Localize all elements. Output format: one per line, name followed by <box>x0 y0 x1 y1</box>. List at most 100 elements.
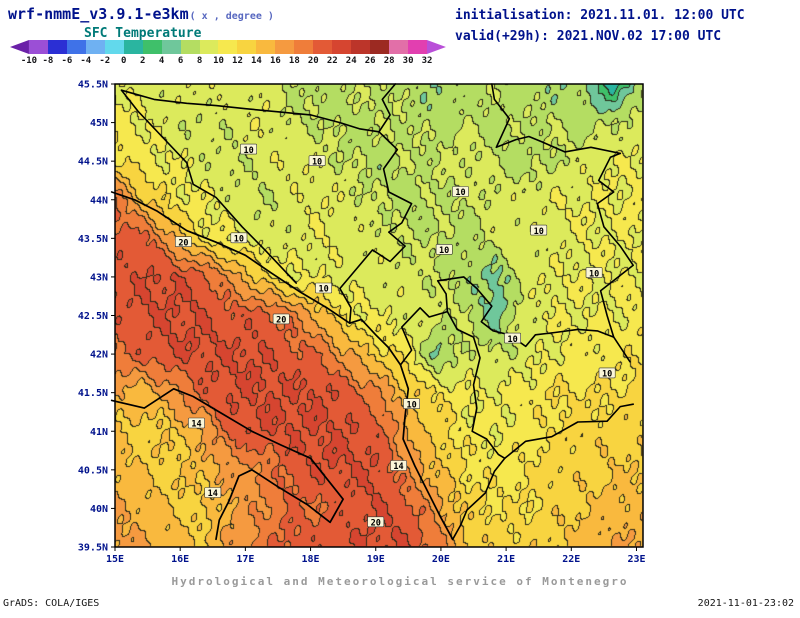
field-title: SFC Temperature <box>84 26 202 41</box>
valid-time-label: valid(+29h): 2021.NOV.02 17:00 UTC <box>455 29 722 44</box>
contour-label-text: 20 <box>276 316 286 326</box>
contour-label-box <box>308 155 326 166</box>
contour-label-box <box>315 282 333 294</box>
init-time-label: initialisation: 2021.11.01. 12:00 UTC <box>455 8 745 23</box>
contour-label-box <box>504 332 522 344</box>
colorbar-segment <box>199 40 219 54</box>
colorbar-segment <box>85 40 105 54</box>
country-border <box>491 83 621 155</box>
colorbar-tick-label: 22 <box>326 56 338 66</box>
contour-label-text: 10 <box>455 188 465 198</box>
colorbar-tick-label: 10 <box>213 56 224 66</box>
colorbar-segment <box>28 40 48 54</box>
lat-tick-label: 40N <box>90 504 108 515</box>
colorbar-segment <box>294 40 314 54</box>
colorbar-segment <box>66 40 86 54</box>
model-title-text: wrf-nmmE_v3.9.1-e3km <box>8 5 189 23</box>
country-border <box>120 89 297 284</box>
lon-tick-label: 22E <box>562 554 580 565</box>
colorbar-tick-label: 4 <box>158 56 165 66</box>
colorbar-tick-label: -4 <box>80 56 92 66</box>
lat-tick-label: 40.5N <box>78 465 108 476</box>
colorbar-tick-label: 18 <box>288 56 300 66</box>
colorbar-segment <box>47 40 67 54</box>
contour-value-labels: 10 10 10 10 20 20 10 10 10 10 14 14 20 10 14 10 10 <box>175 143 616 529</box>
lat-tick-label: 44.5N <box>78 157 108 168</box>
colorbar-tick-label: 16 <box>269 56 281 66</box>
contour-label-box <box>598 367 616 379</box>
contour-label-box <box>188 417 205 429</box>
lat-tick-label: 45.5N <box>78 80 108 91</box>
contour-label-text: 10 <box>508 335 518 345</box>
lon-tick-label: 15E <box>106 554 124 565</box>
colorbar-segment <box>161 40 181 54</box>
colorbar-tick-label: 24 <box>345 56 357 66</box>
colorbar-segment <box>142 40 162 54</box>
country-border <box>399 276 631 366</box>
contour-label-text: 14 <box>191 420 201 430</box>
lat-tick-label: 41N <box>90 427 108 438</box>
contour-label-box <box>272 313 290 325</box>
contour-label-text: 10 <box>602 370 612 380</box>
grads-attribution: GrADS: COLA/IGES <box>3 598 100 609</box>
contour-label-box <box>390 460 408 471</box>
contour-label-box <box>240 143 258 155</box>
contour-label-box <box>175 236 192 247</box>
model-title: wrf-nmmE_v3.9.1-e3km( x , degree ) <box>8 5 274 23</box>
country-border <box>446 310 506 541</box>
colorbar-tick-labels: -10 -8 -6 -4 -2 0 2 4 6 8 10 12 14 16 18 20 22 24 26 28 30 32 <box>10 56 446 67</box>
country-borders <box>110 83 634 541</box>
colorbar-segment <box>389 40 409 54</box>
lat-axis-labels: 45.5N 45N 44.5N 44N 43.5N 43N 42.5N 42N 41.5N 41N… <box>78 80 108 554</box>
lon-tick-label: 19E <box>367 554 385 565</box>
country-border <box>120 83 397 133</box>
colorbar-tick-label: 20 <box>307 56 319 66</box>
contour-label-text: 20 <box>371 519 381 529</box>
colorbar-segment <box>218 40 238 54</box>
lat-tick-label: 45N <box>90 118 108 129</box>
colorbar-tick-label: -2 <box>99 56 111 66</box>
units-note: ( x , degree ) <box>189 11 274 22</box>
lon-tick-label: 21E <box>497 554 515 565</box>
colorbar-segment <box>180 40 200 54</box>
service-credit: Hydrological and Meteorological service … <box>171 575 629 588</box>
lat-tick-label: 42N <box>90 350 108 361</box>
colorbar-segment <box>332 40 352 54</box>
colorbar-segment <box>123 40 143 54</box>
colorbar-tick-label: 28 <box>383 56 395 66</box>
colorbar-tick-label: 30 <box>402 56 414 66</box>
lat-tick-label: 41.5N <box>78 388 108 399</box>
coastline <box>110 191 454 541</box>
colorbar-segment <box>275 40 295 54</box>
lon-axis-labels: 15E 16E 17E 18E 19E 20E 21E 22E 23E <box>106 554 646 565</box>
map-frame <box>114 83 644 548</box>
colorbar-tick-label: 26 <box>364 56 376 66</box>
colorbar-tick-label: 8 <box>196 56 203 66</box>
colorbar-tick-label: -6 <box>61 56 73 66</box>
contour-label-text: 10 <box>234 235 244 245</box>
lon-tick-label: 18E <box>302 554 320 565</box>
colorbar-tick-label: 6 <box>177 56 184 66</box>
colorbar-segment <box>351 40 371 54</box>
lon-tick-label: 23E <box>627 554 645 565</box>
contour-label-text: 14 <box>393 462 403 472</box>
contour-label-text: 10 <box>244 146 254 156</box>
contour-label-box <box>452 186 469 197</box>
lat-tick-label: 43N <box>90 272 108 283</box>
colorbar-segment <box>408 40 427 54</box>
temperature-field-canvas <box>115 84 643 547</box>
lon-tick-label: 20E <box>432 554 450 565</box>
country-border <box>596 152 634 338</box>
colorbar-tick-label: -10 <box>20 56 38 66</box>
lon-tick-label: 17E <box>236 554 254 565</box>
country-border <box>339 131 413 324</box>
colorbar-tick-label: 0 <box>121 56 127 66</box>
contour-label-box <box>530 224 548 236</box>
colorbar-segment <box>256 40 276 54</box>
axis-ticks <box>111 83 637 551</box>
colorbar-segment <box>104 40 124 54</box>
colorbar-tick-label: 32 <box>421 56 433 66</box>
lat-tick-label: 42.5N <box>78 311 108 322</box>
